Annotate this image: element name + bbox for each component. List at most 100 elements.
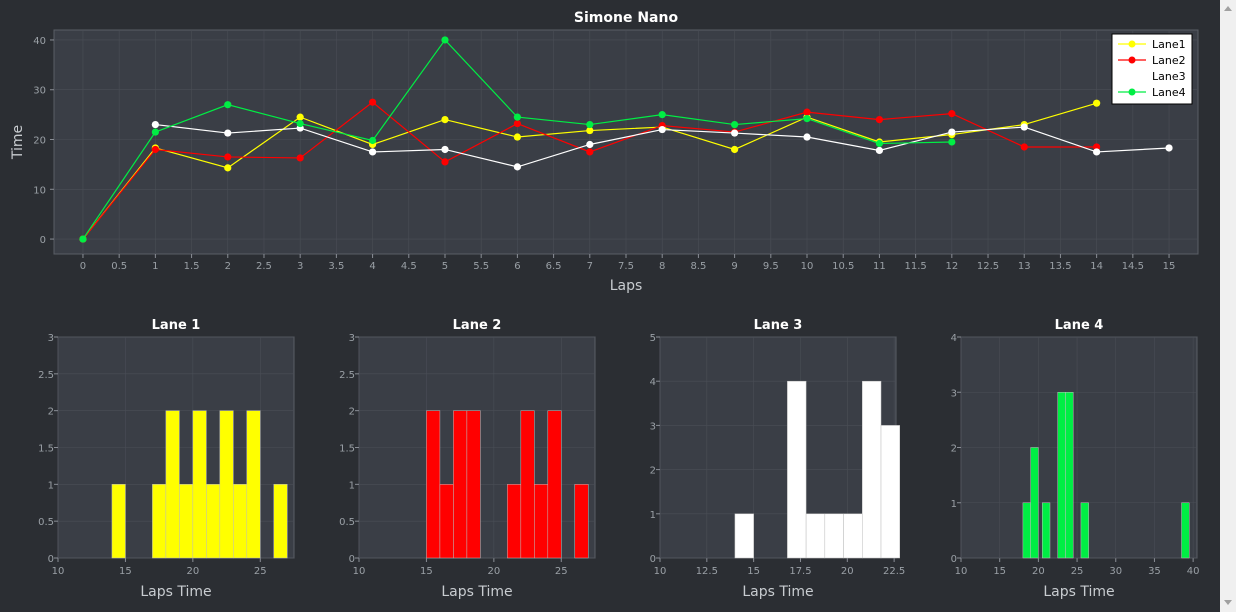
data-point bbox=[875, 139, 884, 148]
histogram-bar bbox=[1030, 447, 1039, 559]
y-tick-label: 4 bbox=[650, 377, 656, 388]
y-tick-label: 0.5 bbox=[339, 517, 355, 528]
data-point bbox=[586, 120, 594, 129]
histogram-lane-4: 10 15 20 25 30 35 40 0 1 2 3 4 Lane 4 Laps Time bbox=[951, 318, 1200, 600]
histogram-title: Lane 1 bbox=[152, 318, 201, 333]
x-tick-label: 20 bbox=[1032, 566, 1045, 577]
data-point bbox=[224, 101, 232, 109]
y-tick-label: 1.5 bbox=[38, 444, 54, 455]
data-point bbox=[224, 153, 232, 161]
scroll-down-arrow-icon[interactable] bbox=[1224, 600, 1232, 605]
vertical-scrollbar[interactable] bbox=[1220, 0, 1236, 612]
data-point bbox=[441, 36, 449, 44]
histogram-bar bbox=[165, 410, 180, 559]
histogram-bar bbox=[507, 484, 522, 559]
data-point bbox=[513, 133, 521, 141]
x-tick-label: 7.5 bbox=[618, 261, 634, 272]
data-point bbox=[875, 146, 884, 155]
x-tick-label: 1.5 bbox=[184, 261, 200, 272]
histogram-lane-2: 10 15 20 25 0 0.5 1 1.5 2 2.5 3 Lane 2 Laps Time bbox=[339, 318, 596, 600]
data-point bbox=[948, 110, 956, 118]
y-tick-label: 2 bbox=[349, 407, 355, 418]
legend-marker bbox=[1128, 56, 1136, 64]
legend-marker bbox=[1128, 88, 1136, 96]
x-tick-label: 2.5 bbox=[256, 261, 272, 272]
y-tick-label: 2.5 bbox=[339, 370, 355, 381]
data-point bbox=[151, 145, 159, 154]
data-point bbox=[224, 129, 232, 137]
histogram-title: Lane 2 bbox=[453, 318, 502, 333]
histogram-bar bbox=[1065, 392, 1074, 559]
data-point bbox=[368, 148, 377, 156]
data-point bbox=[586, 140, 594, 149]
histogram-bar bbox=[520, 410, 535, 559]
data-point bbox=[1165, 144, 1173, 152]
y-axis-label: Time bbox=[10, 125, 26, 160]
x-tick-label: 10 bbox=[955, 566, 968, 577]
x-tick-label: 1 bbox=[152, 261, 158, 272]
x-tick-label: 22.5 bbox=[883, 566, 905, 577]
x-tick-label: 10 bbox=[52, 566, 65, 577]
x-tick-label: 10 bbox=[353, 566, 366, 577]
data-point bbox=[296, 113, 304, 121]
y-tick-label: 3 bbox=[951, 388, 957, 399]
x-tick-label: 15 bbox=[119, 566, 132, 577]
x-tick-label: 11.5 bbox=[904, 261, 926, 272]
data-point bbox=[948, 128, 956, 136]
scroll-up-arrow-icon[interactable] bbox=[1224, 6, 1232, 11]
histogram-bar bbox=[787, 380, 807, 559]
x-axis-label: Laps bbox=[610, 278, 643, 294]
x-tick-label: 14.5 bbox=[1122, 261, 1144, 272]
y-tick-label: 1 bbox=[650, 510, 656, 521]
data-point bbox=[441, 116, 449, 124]
histogram-bar bbox=[805, 513, 826, 559]
histogram-bar bbox=[534, 484, 549, 559]
x-tick-label: 12 bbox=[945, 261, 958, 272]
y-tick-label: 2 bbox=[951, 444, 957, 455]
chart-title: Simone Nano bbox=[574, 10, 679, 26]
histogram-bar bbox=[273, 484, 288, 559]
histogram-title: Lane 3 bbox=[754, 318, 803, 333]
data-point bbox=[731, 120, 739, 129]
histogram-bar bbox=[734, 513, 754, 559]
histogram-bar bbox=[426, 410, 441, 559]
x-tick-label: 30 bbox=[1109, 566, 1122, 577]
histogram-bar bbox=[1022, 502, 1031, 559]
x-tick-label: 6.5 bbox=[546, 261, 562, 272]
x-tick-label: 9 bbox=[731, 261, 737, 272]
x-tick-label: 10 bbox=[801, 261, 814, 272]
y-tick-label: 1 bbox=[48, 480, 54, 491]
x-tick-label: 15 bbox=[420, 566, 433, 577]
data-point bbox=[368, 98, 377, 106]
histogram-bar bbox=[453, 410, 468, 559]
data-point bbox=[79, 235, 87, 243]
main-line-chart: 0 0.5 1 1.5 2 2.5 3 3.5 4 4.5 5 5.5 6 6.5 7 7.5 8 8.5 9 9.5… bbox=[10, 10, 1199, 294]
x-tick-label: 14 bbox=[1090, 261, 1103, 272]
y-tick-label: 0 bbox=[650, 554, 656, 565]
x-tick-label: 5 bbox=[442, 261, 448, 272]
y-tick-label: 20 bbox=[33, 136, 46, 147]
data-point bbox=[875, 116, 884, 124]
x-tick-label: 9.5 bbox=[763, 261, 779, 272]
x-tick-label: 13 bbox=[1018, 261, 1031, 272]
y-tick-label: 0 bbox=[951, 554, 957, 565]
x-tick-label: 10.5 bbox=[832, 261, 854, 272]
y-tick-label: 2.5 bbox=[38, 370, 54, 381]
histogram-bar bbox=[824, 513, 844, 559]
series-lane4 bbox=[79, 36, 956, 243]
x-tick-label: 25 bbox=[555, 566, 568, 577]
series-lane3 bbox=[151, 120, 1173, 171]
x-tick-label: 4 bbox=[369, 261, 375, 272]
x-tick-label: 3 bbox=[297, 261, 303, 272]
data-point bbox=[658, 125, 666, 134]
data-point bbox=[948, 138, 956, 146]
x-tick-label: 11 bbox=[873, 261, 886, 272]
x-tick-label: 15 bbox=[747, 566, 760, 577]
histogram-bar bbox=[862, 380, 882, 559]
data-point bbox=[296, 119, 304, 128]
x-tick-label: 10 bbox=[654, 566, 667, 577]
histogram-x-axis-label: Laps Time bbox=[1043, 584, 1114, 600]
x-tick-label: 35 bbox=[1148, 566, 1161, 577]
histogram-lane-1: 10 15 20 25 0 0.5 1 1.5 2 2.5 3 Lane 1 Laps Time bbox=[38, 318, 295, 600]
histogram-bar bbox=[233, 484, 248, 559]
